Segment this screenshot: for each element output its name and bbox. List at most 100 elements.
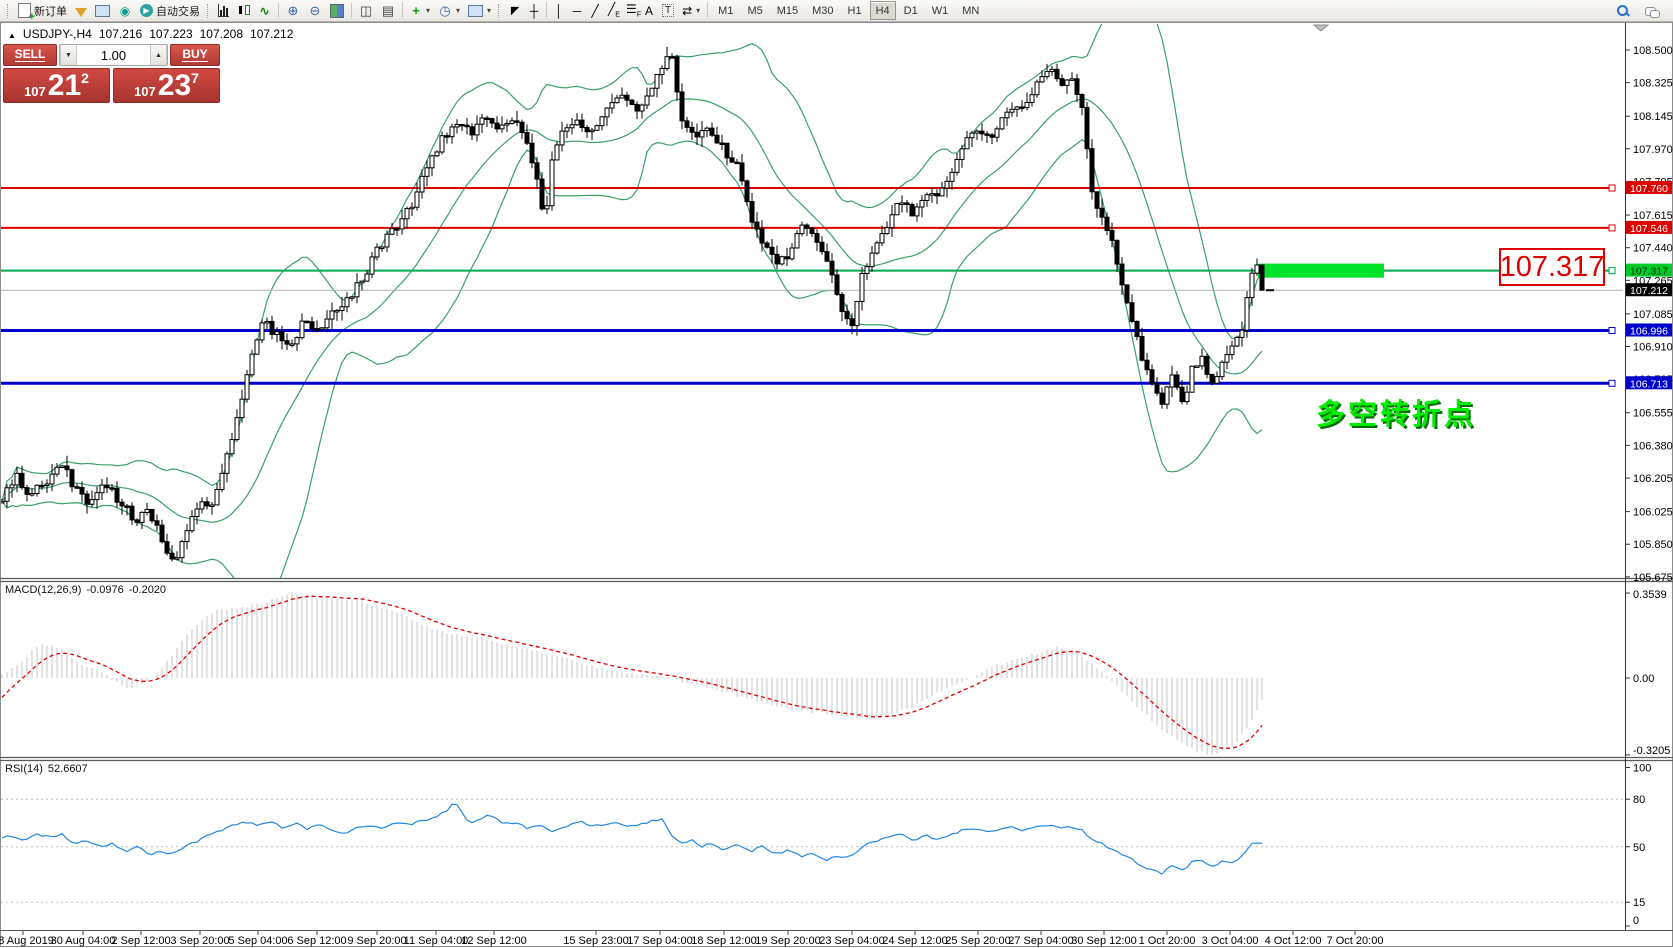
cursor-icon: ◤ [510, 5, 520, 17]
auto-trading-label: 自动交易 [156, 5, 200, 18]
time-tick-label[interactable]: 30 Sep 12:00 [1071, 935, 1136, 947]
fibonacci-button[interactable]: ☰F [622, 1, 642, 20]
channel-button[interactable]: ╱E [604, 1, 622, 20]
price-tick-label: 106.205 [1633, 473, 1673, 485]
time-tick-label[interactable]: 30 Aug 04:00 [51, 935, 116, 947]
price-tick-label: 106.025 [1633, 507, 1673, 519]
level-line-anchor [1608, 184, 1616, 192]
time-tick-label[interactable]: 25 Sep 20:00 [945, 935, 1010, 947]
time-tick-label[interactable]: 7 Oct 20:00 [1327, 935, 1384, 947]
timeframe-w1-button[interactable]: W1 [931, 4, 949, 17]
bar-chart-button[interactable] [214, 1, 233, 20]
level-line-anchor [1608, 224, 1616, 232]
price-badge-107.317[interactable] [1626, 263, 1672, 277]
time-tick-label[interactable]: 12 Sep 12:00 [461, 935, 526, 947]
text-label-button[interactable]: T [658, 1, 678, 20]
timeframe-d1-button[interactable]: D1 [903, 4, 918, 17]
market-watch-button[interactable] [91, 1, 114, 20]
timeframe-h4-button[interactable]: H4 [869, 1, 896, 20]
volume-increase-button[interactable]: ▲ [150, 45, 167, 65]
new-order-button[interactable]: 新订单 [14, 1, 71, 23]
sell-price-box[interactable]: 107 21 2 [3, 68, 110, 103]
chat-icon [1645, 6, 1660, 18]
price-badge-107.212[interactable] [1626, 283, 1672, 297]
timeframe-h1-button[interactable]: H1 [847, 4, 862, 17]
volume-stepper: ▼ ▲ [59, 44, 168, 66]
time-tick-label[interactable]: 6 Sep 12:00 [287, 935, 346, 947]
price-badge-106.996[interactable] [1626, 323, 1672, 337]
filter-button[interactable] [71, 1, 91, 20]
volume-decrease-button[interactable]: ▼ [60, 45, 77, 65]
time-tick-label[interactable]: 15 Sep 23:00 [563, 935, 628, 947]
templates-button[interactable]: ▾ [464, 1, 495, 20]
time-tick-label[interactable]: 1 Oct 20:00 [1139, 935, 1196, 947]
tile-windows-button[interactable] [326, 1, 348, 20]
turning-point-annotation: 多空转折点 [1316, 397, 1477, 431]
time-tick-label[interactable]: 17 Sep 04:00 [627, 935, 692, 947]
profile-button[interactable]: ◫ [355, 1, 377, 20]
time-tick-label[interactable]: 23 Sep 04:00 [819, 935, 884, 947]
time-tick-label[interactable]: 19 Sep 20:00 [755, 935, 820, 947]
search-button[interactable] [1612, 1, 1633, 20]
timeframe-m15-button[interactable]: M15 [776, 4, 799, 17]
zoom-out-button[interactable]: ⊖ [304, 1, 326, 20]
toolbar-separator [351, 3, 352, 18]
collapse-panel-icon[interactable]: ▲ [8, 31, 16, 40]
time-tick-label[interactable]: 27 Sep 04:00 [1008, 935, 1073, 947]
line-chart-icon: ∿ [259, 3, 270, 18]
timeframe-m5-button[interactable]: M5 [747, 4, 763, 17]
search-icon [1616, 4, 1629, 17]
price-badge-106.713[interactable] [1626, 376, 1672, 390]
zoom-in-button[interactable]: ⊕ [282, 1, 304, 20]
sell-button[interactable]: SELL [3, 44, 57, 66]
price-chart-canvas[interactable]: 108.500108.325108.145107.970107.795107.6… [0, 22, 1673, 948]
chat-button[interactable] [1641, 1, 1663, 20]
time-tick-label[interactable]: 18 Sep 12:00 [691, 935, 756, 947]
time-tick-label[interactable]: 3 Sep 20:00 [170, 935, 229, 947]
arrows-button[interactable]: ⇄ ▾ [678, 1, 704, 20]
add-indicator-button[interactable]: + ▾ [406, 1, 434, 20]
macd-tick-label: 0.00 [1633, 673, 1654, 685]
macd-value: -0.0976 [86, 584, 124, 596]
signal-button[interactable]: ◉ [114, 1, 136, 20]
toolbar-separator [707, 3, 709, 18]
time-tick-label[interactable]: 5 Sep 04:00 [228, 935, 287, 947]
timeframe-m1-button[interactable]: M1 [718, 4, 734, 17]
highlight-zone[interactable] [1258, 263, 1384, 278]
text-label-icon: T [662, 4, 675, 17]
time-tick-label[interactable]: 2 Sep 12:00 [111, 935, 170, 947]
fibonacci-icon: ☰F [626, 2, 642, 19]
timeframe-mn-button[interactable]: MN [962, 4, 980, 17]
new-order-icon [18, 3, 35, 23]
time-tick-label[interactable]: 9 Sep 20:00 [347, 935, 406, 947]
time-tick-label[interactable]: 3 Oct 04:00 [1202, 935, 1259, 947]
price-tick-label: 108.145 [1633, 111, 1673, 123]
price-callout-107317[interactable]: 107.317 [1499, 248, 1605, 286]
price-badge-107.76[interactable] [1626, 181, 1672, 195]
periods-button[interactable]: ◷ ▾ [434, 1, 464, 20]
horizontal-line-button[interactable]: ─ [568, 1, 586, 20]
buy-price-box[interactable]: 107 23 7 [113, 68, 220, 103]
time-tick-label[interactable]: 11 Sep 04:00 [404, 935, 469, 947]
candlestick-chart-button[interactable] [233, 1, 254, 20]
cursor-button[interactable]: ◤ [505, 1, 525, 20]
arrange-button[interactable]: ▤ [377, 1, 399, 20]
time-tick-label[interactable]: 28 Aug 2019 [0, 935, 54, 947]
signal-icon: ◉ [119, 3, 131, 18]
line-chart-button[interactable]: ∿ [254, 1, 275, 20]
price-badge-107.546[interactable] [1626, 220, 1672, 234]
time-tick-label[interactable]: 24 Sep 12:00 [882, 935, 947, 947]
rsi-layer [1, 798, 1623, 903]
auto-trading-button[interactable]: ▶ 自动交易 [136, 1, 204, 20]
trendline-button[interactable]: ╱ [586, 1, 604, 20]
volume-input[interactable] [77, 45, 150, 65]
text-button[interactable]: A [640, 1, 658, 20]
timeframe-m30-button[interactable]: M30 [812, 4, 834, 17]
time-tick-label[interactable]: 4 Oct 12:00 [1265, 935, 1322, 947]
vertical-line-button[interactable]: │ [550, 1, 568, 20]
buy-button[interactable]: BUY [170, 44, 220, 66]
rsi-tick-label: 50 [1633, 842, 1645, 854]
crosshair-button[interactable]: ┼ [525, 1, 543, 20]
